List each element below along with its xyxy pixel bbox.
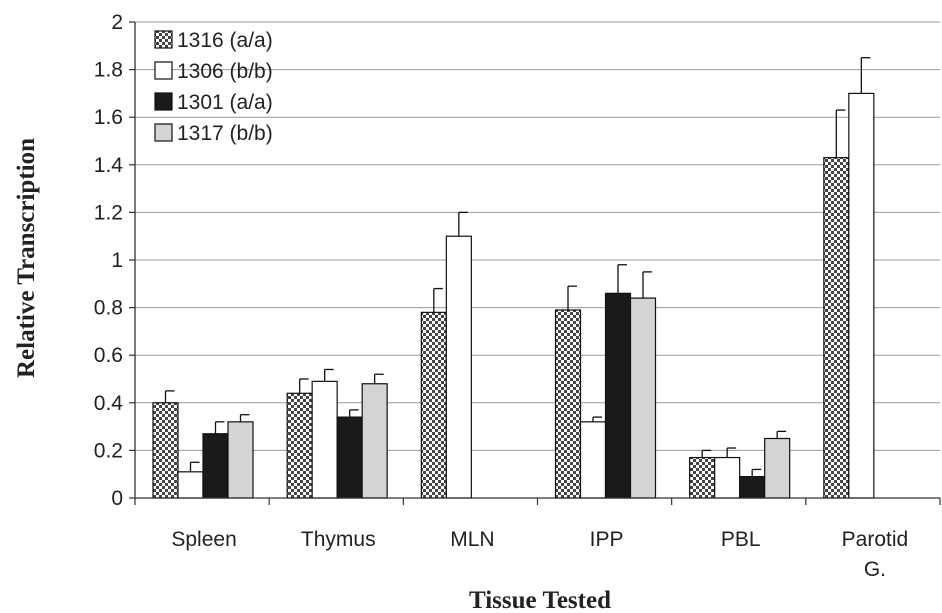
bar (311, 380, 338, 499)
bar (227, 421, 254, 499)
legend-swatch (154, 30, 173, 49)
y-tick-label: 1.4 (94, 154, 124, 177)
bar (361, 383, 388, 499)
bar (848, 92, 875, 499)
bar (689, 456, 716, 499)
y-tick-label: 0.4 (94, 392, 124, 415)
bar (286, 392, 313, 499)
bar (177, 471, 204, 499)
legend-label: 1301 (a/a) (177, 91, 273, 114)
bar (336, 416, 363, 499)
x-category-label: Spleen (171, 528, 236, 551)
legend-swatch (154, 123, 173, 142)
y-tick-label: 1 (111, 249, 123, 272)
y-tick-label: 2 (111, 11, 123, 34)
bar (604, 292, 632, 499)
bar (714, 456, 741, 499)
bar (764, 437, 791, 499)
x-category-label: IPP (590, 528, 624, 551)
y-tick-label: 0 (111, 487, 123, 510)
bar (445, 235, 472, 499)
bar (152, 402, 179, 499)
y-tick-label: 1.2 (94, 201, 123, 224)
legend-swatch (154, 92, 173, 111)
y-tick-label: 1.8 (94, 59, 123, 82)
x-category-label: PBL (721, 528, 761, 551)
bar (202, 433, 229, 499)
legend-swatch (154, 61, 173, 80)
gridlines (135, 21, 940, 451)
legend-label: 1306 (b/b) (177, 60, 273, 83)
bar (554, 309, 582, 499)
bars (152, 92, 875, 499)
x-category-label: MLN (450, 528, 494, 551)
y-tick-label: 0.8 (94, 297, 123, 320)
legend-label: 1316 (a/a) (177, 29, 273, 52)
x-axis-title: Tissue Tested (469, 587, 611, 613)
legend: 1316 (a/a) 1306 (b/b) 1301 (a/a) 1317 (b/b) (154, 29, 273, 145)
legend-label: 1317 (b/b) (177, 122, 273, 145)
x-category-label: Parotid (842, 528, 909, 551)
bar (739, 475, 766, 499)
bar (579, 421, 607, 499)
y-tick-label: 1.6 (94, 106, 123, 129)
y-tick-label: 0.6 (94, 344, 123, 367)
x-category-label: Thymus (301, 528, 376, 551)
bar (629, 297, 657, 499)
y-axis-title: Relative Transcription (13, 138, 40, 378)
x-category-label: G. (864, 558, 886, 581)
y-tick-labels: 0 0.2 0.4 0.6 0.8 1 1.2 1.4 1.6 1.8 2 (94, 11, 124, 510)
x-category-labels: Spleen Thymus MLN IPP PBL Parotid G. (171, 528, 908, 581)
error-bars (164, 57, 871, 477)
axes (129, 21, 941, 505)
bar (420, 311, 447, 499)
bar (823, 157, 850, 499)
y-tick-label: 0.2 (94, 439, 123, 462)
